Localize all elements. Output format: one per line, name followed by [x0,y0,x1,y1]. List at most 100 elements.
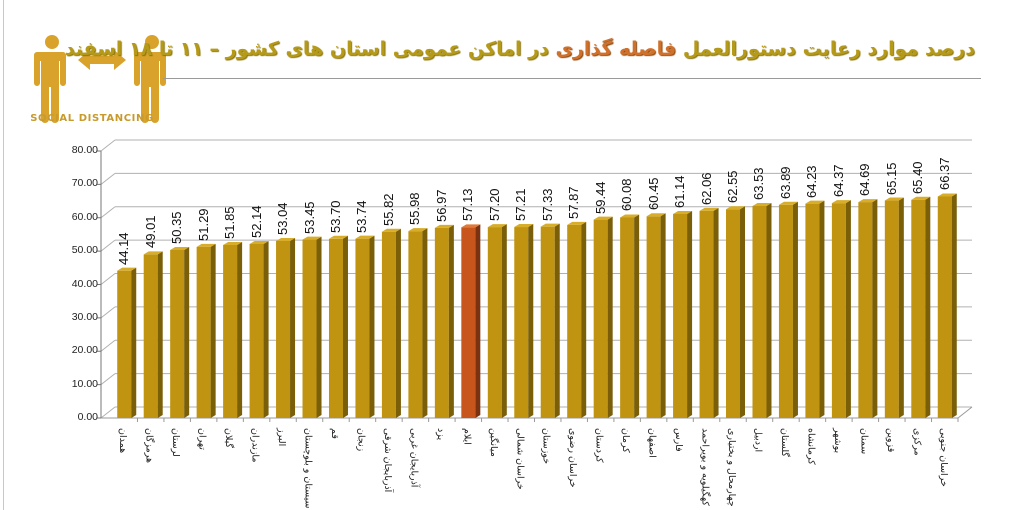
bar-top [143,251,163,255]
bar-top [355,235,375,239]
title-highlight: فاصله گذاری [555,38,677,60]
bar-top [620,214,640,218]
bar-top [752,202,772,206]
bar [567,224,582,418]
bar [699,210,714,418]
bar-value-label: 57.87 [566,186,582,219]
bar-side [528,224,534,418]
title-part1: درصد موارد رعایت دستورالعمل [682,38,975,60]
y-tick-label: 70.00 [71,177,98,190]
bar-top [673,210,693,214]
bar-top [223,241,243,245]
category-label: ایلام [461,428,473,445]
bar-side [845,200,851,418]
bar-top [461,224,481,228]
bar [514,227,529,418]
bar-value-label: 64.69 [857,163,873,197]
bar-value-label: 55.82 [380,193,396,226]
bar-top [196,243,216,247]
bar-top [276,237,296,241]
bar-side [342,235,348,418]
bar-value-label: 62.55 [725,170,741,204]
logo-text: SOCIAL DISTANCING [30,113,154,124]
bar [276,240,291,418]
bar-side [422,228,428,418]
bar [355,238,370,418]
category-label: قم [328,428,340,439]
bar-value-label: 53.45 [301,201,317,234]
bar-value-label: 53.04 [275,202,291,235]
gridline-diag [100,306,116,319]
category-label: آذربایجان غربی [408,428,420,488]
bar [673,213,688,418]
bar-value-label: 66.37 [936,157,952,191]
bar-value-label: 65.40 [910,161,926,194]
category-label: گیلان [223,428,235,449]
bar [461,227,476,418]
bar-top [487,224,507,228]
bar-value-label: 63.53 [751,167,767,200]
y-tick-label: 30.00 [71,310,98,323]
title-part2: در اماکن عمومی استان های کشور – ۱۱ تا ۱۸… [64,38,549,60]
category-label: تهران [196,428,208,450]
bar-side [316,236,322,418]
bar-top [593,216,613,220]
bar-value-label: 52.14 [248,205,264,238]
bar-side [634,214,640,418]
floor-edge [957,406,973,419]
bar-top [514,224,534,228]
bar [408,231,423,418]
category-label: میانگین [487,428,499,457]
category-label: سیستان و بلوچستان [302,428,314,509]
bar [540,226,555,418]
bar-top [911,196,931,200]
bar-side [237,241,243,418]
bar [170,249,185,418]
bar-value-label: 63.89 [777,166,793,199]
category-label: گلستان [778,428,790,457]
bar [911,199,926,418]
bar-value-label: 59.44 [592,181,608,214]
bar-value-label: 60.08 [619,178,635,212]
bar-top [249,240,269,244]
gridline-diag [100,339,116,352]
bar-top [434,224,454,228]
bar [328,238,343,418]
bar [487,227,502,418]
bar-top [381,228,401,232]
bar-side [263,240,269,418]
bar-top [699,207,719,211]
bar-top [778,201,798,205]
gridline-diag [100,239,116,252]
bar-top [170,246,190,250]
bar-top [937,193,957,197]
bar [937,196,952,418]
bar-side [290,237,296,418]
bar-top [117,267,137,271]
category-label: همدان [117,428,129,454]
bar [620,217,635,418]
bar [223,244,238,418]
category-label: آذربایجان شرقی [381,428,393,493]
bar-value-label: 57.13 [460,188,476,222]
bar [249,243,264,418]
category-label: یزد [434,428,446,441]
gridline-diag [100,206,116,219]
bar-value-label: 50.35 [169,211,185,244]
bar-top [567,221,587,225]
bar-top [726,206,746,210]
bar [381,231,396,418]
gridline-diag [100,273,116,285]
bar-side [951,193,957,418]
bar-side [766,202,772,418]
gridline-diag [100,373,116,386]
bar-value-label: 55.98 [407,192,423,226]
bar-side [369,235,375,418]
bar [593,219,608,418]
bar-side [898,197,904,418]
gridline-diag [100,406,116,419]
bar-top [302,236,322,240]
category-label: اصفهان [646,428,658,458]
category-label: مرکزی [911,428,923,456]
